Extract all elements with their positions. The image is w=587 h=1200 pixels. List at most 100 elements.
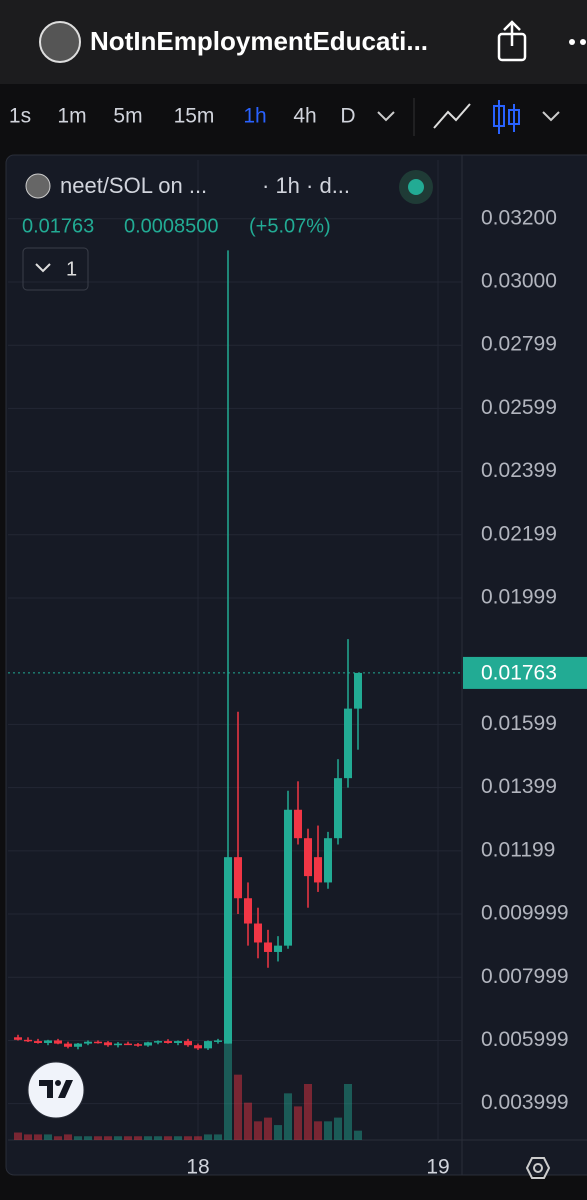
legend-change-pct: (+5.07%) <box>249 215 331 237</box>
toolbar: 1s 1m 5m 15m 1h 4h D <box>9 98 560 136</box>
chart-panel <box>5 154 587 1176</box>
candle-body <box>204 1041 212 1049</box>
volume-bar <box>324 1121 332 1140</box>
volume-bar <box>134 1136 142 1140</box>
candle-body <box>54 1040 62 1044</box>
interval-button[interactable]: 1h <box>243 105 266 128</box>
candle-body <box>74 1043 82 1047</box>
volume-bar <box>244 1102 252 1140</box>
legend-details: · 1h · d... <box>262 173 350 198</box>
candle-body <box>24 1039 32 1042</box>
x-tick-label: 19 <box>426 1156 449 1179</box>
indicator-count: 1 <box>66 258 77 280</box>
candle-body <box>124 1043 132 1046</box>
candle-body <box>114 1043 122 1046</box>
volume-bar <box>184 1136 192 1140</box>
candle-body <box>84 1041 92 1044</box>
volume-bar <box>24 1134 32 1140</box>
candle-body <box>294 809 302 839</box>
candle-body <box>174 1041 182 1043</box>
last-price-tag <box>463 656 587 689</box>
volume-bar <box>204 1134 212 1140</box>
app-bar <box>0 0 587 84</box>
candle-body <box>284 809 292 946</box>
volume-bar <box>94 1136 102 1140</box>
volume-bar <box>154 1136 162 1140</box>
volume-bar <box>164 1136 172 1140</box>
volume-bar <box>314 1121 322 1140</box>
interval-button[interactable]: 5m <box>113 105 142 128</box>
volume-bar <box>174 1136 182 1140</box>
y-tick-label: 0.01599 <box>481 712 557 735</box>
y-tick-label: 0.01999 <box>481 586 557 609</box>
collapse-button[interactable] <box>22 247 89 291</box>
volume-bar <box>64 1134 72 1140</box>
candle-body <box>144 1042 152 1046</box>
chart: 0.03200 0.03000 0.02799 0.02599 0.02399 0.021… <box>8 155 587 1179</box>
volume-bar <box>54 1136 62 1140</box>
candle-body <box>134 1044 142 1046</box>
more-button[interactable] <box>569 39 586 45</box>
candle-body <box>274 945 282 952</box>
volume-bar <box>224 1028 232 1140</box>
interval-button[interactable]: 15m <box>174 105 215 128</box>
settings-button[interactable] <box>525 1157 551 1179</box>
y-tick-label: 0.01399 <box>481 775 557 798</box>
interval-button[interactable]: 1s <box>9 105 31 128</box>
tradingview-logo <box>27 1061 85 1119</box>
volume-bar <box>104 1136 112 1140</box>
candle-body <box>304 838 312 877</box>
status-dot <box>408 179 424 195</box>
volume-bar <box>114 1136 122 1140</box>
volume-bar <box>234 1074 242 1140</box>
volume-bar <box>34 1134 42 1140</box>
y-tick-label: 0.005999 <box>481 1028 569 1051</box>
candle-chart-button[interactable] <box>493 100 520 134</box>
candle-body <box>184 1041 192 1046</box>
legend-change: 0.0008500 <box>124 215 219 237</box>
y-tick-label: 0.03200 <box>481 206 557 229</box>
share-button[interactable] <box>497 20 527 62</box>
volume-bar <box>344 1084 352 1140</box>
legend-symbol: neet/SOL on ... <box>60 173 207 198</box>
candle-body <box>164 1041 172 1043</box>
candle-body <box>154 1041 162 1043</box>
volume-bar <box>304 1084 312 1140</box>
interval-button[interactable]: 1m <box>57 105 86 128</box>
interval-button[interactable]: D <box>340 105 355 128</box>
candle-body <box>334 778 342 839</box>
y-tick-label: 0.009999 <box>481 902 569 925</box>
volume-bar <box>284 1093 292 1140</box>
candle-body <box>44 1040 52 1043</box>
page-title: NotInEmploymentEducati... <box>90 26 428 56</box>
chart-type-menu[interactable] <box>542 111 560 122</box>
candle-body <box>224 857 232 1044</box>
y-tick-label: 0.03000 <box>481 270 557 293</box>
last-price-label: 0.01763 <box>481 661 557 684</box>
volume-bar <box>334 1117 342 1140</box>
y-tick-label: 0.02799 <box>481 333 557 356</box>
chevron <box>35 263 51 273</box>
volume-bar <box>354 1130 362 1140</box>
candle-body <box>254 923 262 943</box>
candle-body <box>234 857 242 899</box>
symbol-icon <box>25 173 51 199</box>
interval-button[interactable]: 4h <box>293 105 316 128</box>
candle-body <box>94 1041 102 1044</box>
line-chart-button[interactable] <box>433 103 471 129</box>
volume-bar <box>214 1134 222 1140</box>
y-tick-label: 0.01199 <box>481 838 555 861</box>
legend-price: 0.01763 <box>22 215 94 237</box>
volume-bar <box>44 1134 52 1140</box>
volume-bar <box>254 1121 262 1140</box>
candle-body <box>324 838 332 883</box>
volume-bar <box>124 1136 132 1140</box>
volume-bar <box>14 1132 22 1140</box>
x-tick-label: 18 <box>186 1156 209 1179</box>
more-intervals[interactable] <box>377 111 395 122</box>
candle-body <box>104 1042 112 1046</box>
candle-body <box>194 1045 202 1049</box>
candle-body <box>354 672 362 709</box>
y-tick-label: 0.02199 <box>481 522 557 545</box>
